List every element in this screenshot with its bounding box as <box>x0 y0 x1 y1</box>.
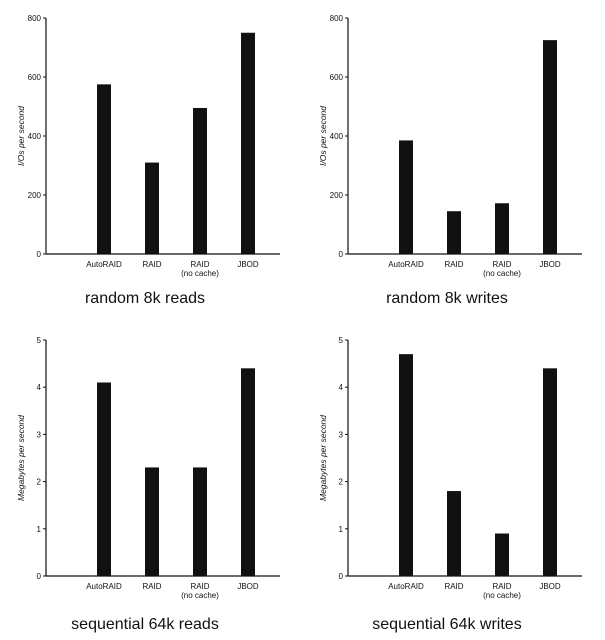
y-tick-label: 4 <box>339 383 344 392</box>
category-label: JBOD <box>237 260 259 269</box>
y-axis-label: Megabytes per second <box>318 415 328 501</box>
category-label: RAID <box>190 582 209 591</box>
category-label: (no cache) <box>483 591 521 600</box>
y-tick-label: 1 <box>37 525 42 534</box>
y-tick-label: 0 <box>339 572 344 581</box>
y-tick-label: 5 <box>37 336 42 345</box>
chart-title: sequential 64k reads <box>71 616 219 633</box>
y-tick-label: 0 <box>339 250 344 259</box>
category-label: RAID <box>190 260 209 269</box>
chart-svg: 0 1 2 3 4 5 Megabytes per second AutoRAID RAID RA… <box>16 336 280 600</box>
category-label: RAID <box>492 582 511 591</box>
chart-title: sequential 64k writes <box>372 616 522 633</box>
bar <box>543 40 557 254</box>
category-label: (no cache) <box>181 269 219 278</box>
bar <box>241 32 255 254</box>
y-tick-label: 400 <box>28 132 42 141</box>
y-tick-label: 3 <box>37 430 42 439</box>
y-tick-label: 200 <box>330 191 344 200</box>
category-label: JBOD <box>539 582 561 591</box>
chart-svg: 0 200 400 600 800 I/Os per second AutoRAID RAID… <box>16 14 280 278</box>
bar <box>495 203 509 254</box>
bar <box>495 533 509 576</box>
y-tick-label: 400 <box>330 132 344 141</box>
category-label: RAID <box>444 582 463 591</box>
category-label: RAID <box>142 582 161 591</box>
y-tick-label: 4 <box>37 383 42 392</box>
category-label: AutoRAID <box>388 260 424 269</box>
bar <box>399 140 413 254</box>
chart-panel-random-8k-writes: 0 200 400 600 800 I/Os per second AutoRAID RAID… <box>302 0 592 318</box>
category-label: RAID <box>492 260 511 269</box>
category-label: JBOD <box>237 582 259 591</box>
y-axis-label: I/Os per second <box>16 106 26 166</box>
chart-panel-sequential-64k-writes: 0 1 2 3 4 5 Megabytes per second AutoRAID RAID RA… <box>302 322 592 640</box>
category-label: (no cache) <box>181 591 219 600</box>
category-label: RAID <box>444 260 463 269</box>
y-tick-label: 800 <box>28 14 42 23</box>
y-tick-label: 0 <box>37 572 42 581</box>
bar <box>145 467 159 576</box>
chart-svg: 0 200 400 600 800 I/Os per second AutoRAID RAID… <box>318 14 582 278</box>
category-label: RAID <box>142 260 161 269</box>
y-tick-label: 200 <box>28 191 42 200</box>
bar <box>145 162 159 254</box>
y-tick-label: 600 <box>330 73 344 82</box>
y-tick-label: 3 <box>339 430 344 439</box>
bar <box>399 354 413 576</box>
category-label: (no cache) <box>483 269 521 278</box>
category-label: AutoRAID <box>388 582 424 591</box>
bar <box>97 84 111 254</box>
chart-title: random 8k reads <box>84 290 206 307</box>
bar <box>97 382 111 576</box>
y-axis-label: Megabytes per second <box>16 415 26 501</box>
category-label: AutoRAID <box>86 260 122 269</box>
bar <box>193 107 207 254</box>
chart-title: random 8k writes <box>386 290 508 307</box>
y-tick-label: 2 <box>339 478 344 487</box>
category-label: JBOD <box>539 260 561 269</box>
bar <box>543 368 557 576</box>
bar <box>193 467 207 576</box>
y-tick-label: 600 <box>28 73 42 82</box>
chart-panel-sequential-64k-reads: 0 1 2 3 4 5 Megabytes per second AutoRAID RAID RA… <box>0 322 290 640</box>
bar <box>447 491 461 576</box>
category-label: AutoRAID <box>86 582 122 591</box>
y-tick-label: 800 <box>330 14 344 23</box>
chart-svg: 0 1 2 3 4 5 Megabytes per second AutoRAID RAID RA… <box>318 336 582 600</box>
bar <box>447 211 461 254</box>
chart-panel-random-8k-reads: 0 200 400 600 800 I/Os per second AutoRAID RAID… <box>0 0 290 318</box>
y-axis-label: I/Os per second <box>318 106 328 166</box>
bar <box>241 368 255 576</box>
y-tick-label: 1 <box>339 525 344 534</box>
y-tick-label: 5 <box>339 336 344 345</box>
y-tick-label: 2 <box>37 478 42 487</box>
y-tick-label: 0 <box>37 250 42 259</box>
